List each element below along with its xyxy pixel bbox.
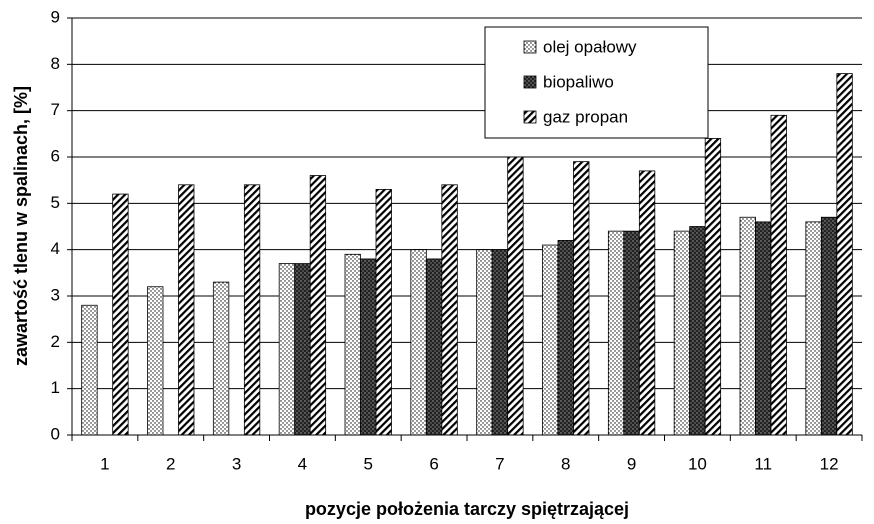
bar xyxy=(770,114,787,436)
bar xyxy=(805,221,822,436)
bar xyxy=(360,258,377,436)
legend-label: olej opałowy xyxy=(543,37,637,56)
bar xyxy=(112,193,129,436)
bar xyxy=(309,175,327,436)
bar xyxy=(836,73,853,436)
x-tick-label: 7 xyxy=(495,454,504,473)
bar xyxy=(755,221,772,436)
legend: olej opałowy biopaliwo gaz propan xyxy=(484,26,709,139)
y-tick-label: 3 xyxy=(51,285,60,304)
x-tick-label: 11 xyxy=(754,454,772,473)
y-tick-label: 6 xyxy=(51,146,60,165)
bar xyxy=(704,138,722,436)
y-tick-label: 0 xyxy=(51,424,60,443)
legend-label: biopaliwo xyxy=(543,72,614,91)
bar xyxy=(410,249,427,436)
bar xyxy=(425,258,443,436)
x-tick-label: 12 xyxy=(820,454,839,473)
bar xyxy=(147,286,164,436)
y-tick-label: 8 xyxy=(51,54,60,73)
y-tick-label: 1 xyxy=(51,378,60,397)
y-tick-label: 7 xyxy=(51,100,60,119)
bar xyxy=(673,230,691,436)
bar xyxy=(623,230,640,436)
x-tick-label: 8 xyxy=(561,454,570,473)
x-tick-label: 5 xyxy=(364,454,373,473)
bar xyxy=(689,226,706,436)
bar xyxy=(294,263,311,436)
x-tick-label: 6 xyxy=(429,454,438,473)
legend-label: gaz propan xyxy=(543,107,628,126)
bar xyxy=(375,189,392,436)
y-tick-label: 2 xyxy=(51,332,60,351)
legend-swatch xyxy=(523,40,537,54)
y-axis-title: zawartość tlenu w spalinach, [%] xyxy=(11,86,31,366)
bar xyxy=(344,253,361,436)
bar xyxy=(607,230,625,436)
bar xyxy=(507,156,524,436)
legend-box xyxy=(484,26,709,139)
x-tick-label: 3 xyxy=(232,454,241,473)
y-tick-label: 9 xyxy=(51,7,60,26)
x-tick-label: 9 xyxy=(627,454,636,473)
bar xyxy=(441,184,458,436)
bar xyxy=(820,216,838,436)
x-tick-label: 2 xyxy=(166,454,175,473)
x-tick-label: 1 xyxy=(100,454,109,473)
x-tick-label: 4 xyxy=(298,454,307,473)
x-axis-title: pozycje położenia tarczy spiętrzającej xyxy=(305,499,629,519)
bar xyxy=(278,263,296,436)
bar xyxy=(739,216,756,436)
bar xyxy=(491,249,509,436)
y-tick-label: 4 xyxy=(51,239,60,258)
legend-swatch xyxy=(523,75,537,89)
bar xyxy=(476,249,493,436)
bar xyxy=(557,239,574,436)
legend-swatch xyxy=(523,110,537,124)
y-tick-label: 5 xyxy=(51,193,60,212)
bar xyxy=(81,304,98,436)
bar xyxy=(542,244,559,436)
bar xyxy=(212,281,230,436)
bar xyxy=(243,184,261,436)
bar xyxy=(573,161,590,436)
x-tick-label: 10 xyxy=(688,454,707,473)
bar xyxy=(178,184,195,436)
bar xyxy=(638,170,656,436)
